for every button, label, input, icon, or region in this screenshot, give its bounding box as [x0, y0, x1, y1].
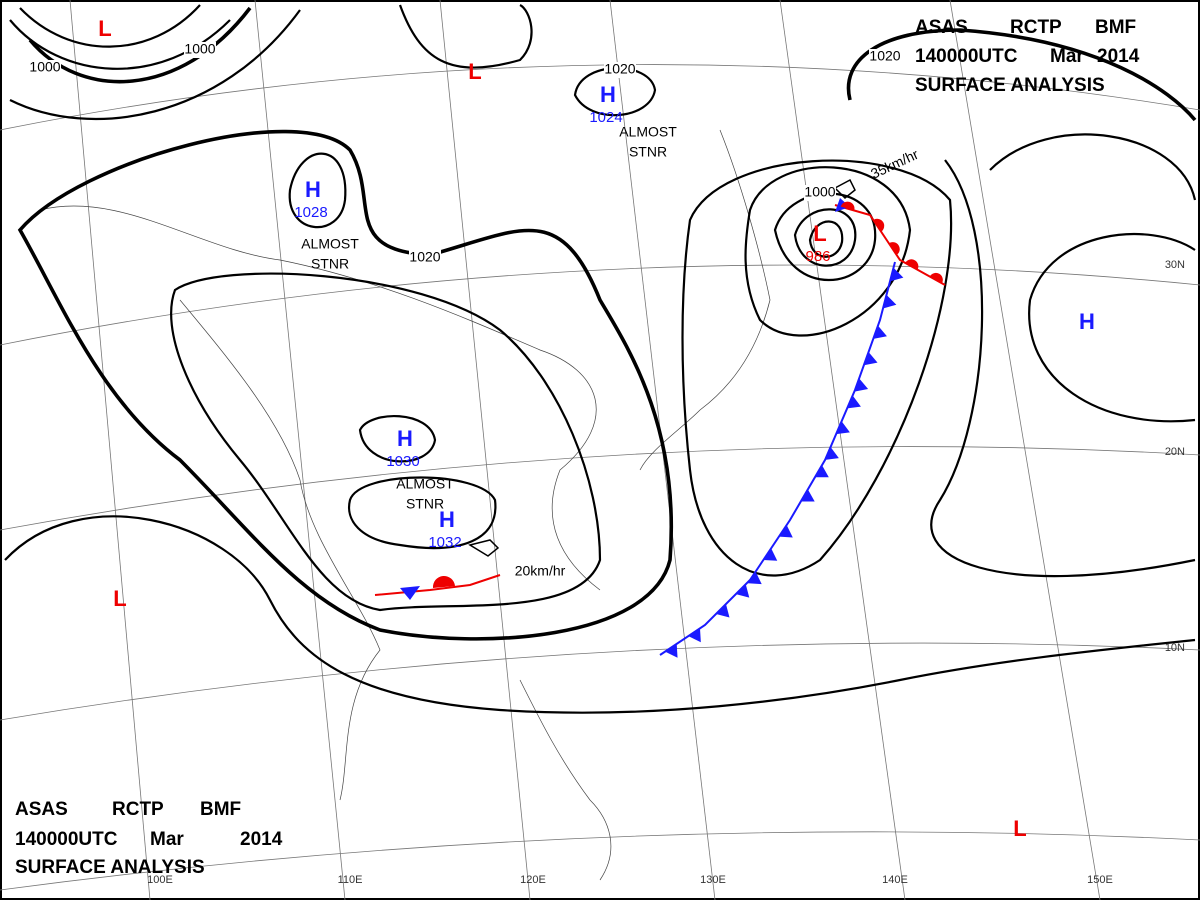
center-symbol: L: [98, 16, 111, 41]
agency: ASAS: [915, 17, 968, 38]
center-pressure: 1030: [386, 453, 419, 470]
front-triangle: [688, 628, 701, 643]
code: BMF: [200, 799, 241, 820]
center: RCTP: [1010, 17, 1062, 38]
annotation: STNR: [629, 144, 667, 160]
center-symbol: H: [439, 507, 455, 532]
center-symbol: L: [468, 59, 481, 84]
label-bg: [184, 42, 216, 58]
isobar-label: 1020: [604, 61, 635, 77]
latitude-label: 10N: [1165, 642, 1185, 654]
front-semicircle: [888, 242, 900, 255]
front-semicircle: [929, 272, 943, 284]
isobar-label: 1020: [869, 48, 900, 64]
front-semicircle: [905, 259, 919, 270]
year: 2014: [1097, 46, 1140, 67]
front-semicircle: [873, 218, 885, 232]
code: BMF: [1095, 17, 1136, 38]
center-pressure: 1032: [428, 534, 461, 551]
center-symbol: L: [1013, 816, 1026, 841]
header-bottom: ASAS RCTP BMF 140000UTC Mar 2014 SURFACE…: [15, 799, 283, 878]
center-pressure: 986: [805, 248, 830, 265]
latitude-label: 20N: [1165, 446, 1185, 458]
center: RCTP: [112, 799, 164, 820]
isobar-label: 1000: [804, 184, 835, 200]
front-triangle: [747, 571, 762, 585]
front-triangle: [847, 395, 861, 409]
center-symbol: L: [113, 586, 126, 611]
month: Mar: [150, 829, 184, 850]
isobars: [4, 4, 1197, 714]
annotation: ALMOST: [301, 236, 359, 252]
movement-speed: 20km/hr: [515, 563, 566, 579]
longitude-label: 120E: [520, 874, 546, 886]
motion-arrows: [468, 178, 856, 557]
annotation: ALMOST: [396, 476, 454, 492]
annotation: ALMOST: [619, 124, 677, 140]
front-triangle: [854, 378, 869, 392]
front-triangle: [836, 421, 850, 435]
isobar-label: 1000: [29, 59, 60, 75]
time: 140000UTC: [915, 46, 1018, 67]
product: SURFACE ANALYSIS: [15, 857, 205, 878]
label-bg: [804, 185, 836, 201]
center-symbol: L: [813, 221, 826, 246]
front-triangle: [814, 465, 829, 478]
isobar-label: 1000: [184, 41, 215, 57]
product: SURFACE ANALYSIS: [915, 75, 1105, 96]
front-semicircle: [432, 575, 455, 588]
front-triangle: [825, 446, 839, 460]
front-triangle: [716, 604, 730, 618]
front-triangle: [763, 548, 778, 561]
label-bg: [29, 60, 61, 76]
label-bg: [604, 62, 636, 78]
center-pressure: 1028: [294, 204, 327, 221]
label-bg: [869, 49, 901, 65]
fronts: [374, 198, 946, 656]
center-symbol: H: [397, 426, 413, 451]
month: Mar: [1050, 46, 1084, 67]
front-triangle: [665, 643, 678, 658]
front-triangle: [800, 489, 815, 502]
center-symbol: H: [1079, 309, 1095, 334]
longitude-label: 110E: [338, 874, 363, 886]
front-triangle: [400, 586, 420, 600]
longitude-label: 150E: [1087, 874, 1113, 886]
cold-front: [659, 261, 896, 656]
stationary-front: [374, 574, 501, 596]
front-triangle: [889, 267, 904, 282]
time: 140000UTC: [15, 829, 118, 850]
annotation: STNR: [406, 496, 444, 512]
front-triangle: [873, 325, 887, 339]
front-triangle: [882, 294, 897, 309]
longitude-label: 130E: [700, 874, 726, 886]
agency: ASAS: [15, 799, 68, 820]
latitude-label: 30N: [1165, 259, 1185, 271]
front-semicircle: [840, 201, 855, 211]
header-top: ASAS RCTP BMF 140000UTC Mar 2014 SURFACE…: [915, 17, 1140, 96]
front-triangle: [863, 352, 878, 366]
front-triangle: [735, 584, 750, 598]
front-triangle: [778, 524, 793, 538]
center-symbol: H: [600, 82, 616, 107]
longitude-label: 100E: [147, 874, 173, 886]
label-bg: [409, 250, 441, 266]
center-pressure: 1024: [589, 109, 622, 126]
warm-front: [834, 204, 946, 286]
isobar-label: 1020: [409, 249, 440, 265]
annotation: STNR: [311, 256, 349, 272]
center-symbol: H: [305, 177, 321, 202]
year: 2014: [240, 829, 283, 850]
longitude-label: 140E: [882, 874, 908, 886]
